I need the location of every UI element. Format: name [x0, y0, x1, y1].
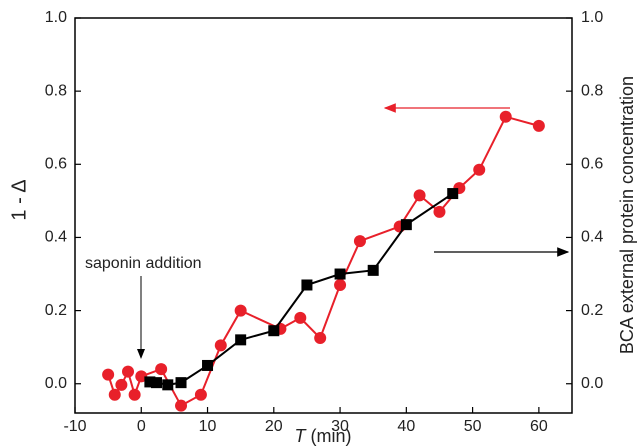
marker	[151, 377, 163, 389]
y2-tick-label: 0.0	[581, 375, 603, 392]
marker	[413, 189, 426, 202]
x-tick-label: 50	[464, 418, 482, 435]
marker	[202, 359, 214, 371]
x-tick-label: 40	[397, 418, 415, 435]
marker	[108, 388, 121, 401]
marker	[214, 339, 227, 352]
marker	[499, 110, 512, 123]
marker	[268, 325, 280, 337]
marker	[102, 368, 115, 381]
marker	[194, 388, 207, 401]
marker	[400, 219, 412, 231]
y2-tick-label: 1.0	[581, 9, 603, 26]
y-axis-label: 1 - Δ	[8, 179, 30, 220]
marker	[235, 334, 247, 346]
marker	[334, 268, 346, 280]
y-tick-label: 0.4	[45, 229, 67, 246]
marker	[294, 311, 307, 324]
x-label-unit: (min)	[311, 426, 352, 446]
y-tick-label: 0.2	[45, 302, 67, 319]
y-tick-label: 0.8	[45, 82, 67, 99]
marker	[175, 399, 188, 412]
y-tick-label: 1.0	[45, 9, 67, 26]
marker	[155, 363, 168, 376]
marker	[234, 304, 247, 317]
y2-tick-label: 0.6	[581, 156, 603, 173]
marker	[367, 264, 379, 276]
marker	[135, 370, 148, 383]
x-tick-label: 20	[265, 418, 283, 435]
marker	[433, 205, 446, 218]
marker	[447, 188, 459, 200]
marker	[473, 163, 486, 176]
x-tick-label: 10	[199, 418, 217, 435]
x-tick-label: 30	[331, 418, 349, 435]
y2-tick-label: 0.2	[581, 302, 603, 319]
marker	[122, 365, 135, 378]
y2-axis-label: BCA external protein concentration	[617, 76, 637, 354]
x-tick-label: 0	[137, 418, 146, 435]
marker	[353, 235, 366, 248]
marker	[162, 379, 174, 391]
marker	[115, 378, 128, 391]
marker	[144, 376, 156, 388]
annotation: saponin addition	[85, 255, 202, 272]
marker	[314, 332, 327, 345]
marker	[532, 119, 545, 132]
y2-tick-label: 0.8	[581, 82, 603, 99]
marker	[301, 279, 313, 291]
x-tick-label: -10	[63, 418, 86, 435]
y-tick-label: 0.6	[45, 156, 67, 173]
plot-frame	[74, 17, 573, 414]
y-tick-label: 0.0	[45, 375, 67, 392]
marker	[128, 388, 141, 401]
marker	[175, 377, 187, 389]
x-axis-label: T (min)	[294, 426, 351, 446]
y2-tick-label: 0.4	[581, 229, 603, 246]
marker	[334, 278, 347, 291]
x-tick-label: 60	[530, 418, 548, 435]
x-label-symbol: T	[294, 426, 307, 446]
